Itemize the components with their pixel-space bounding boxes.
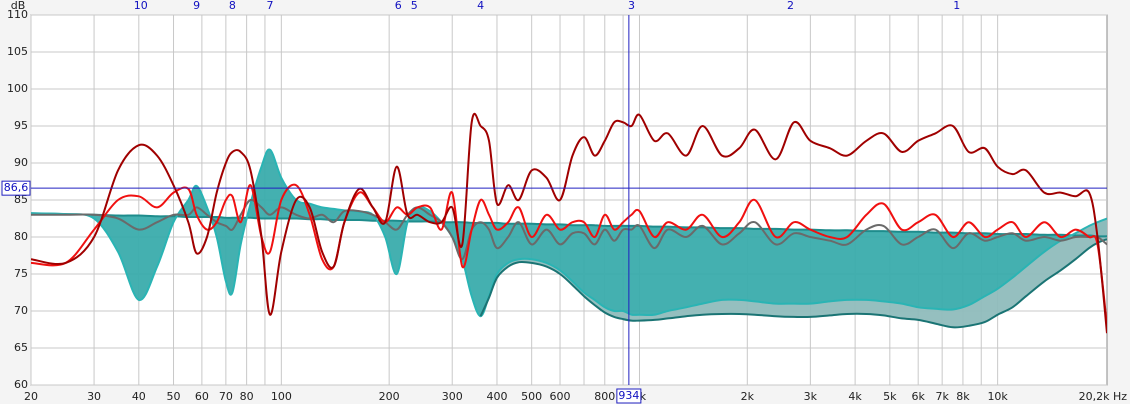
y-tick-label: 100	[7, 82, 28, 95]
series-line	[31, 212, 1107, 238]
y-tick-label: 70	[14, 304, 28, 317]
curves	[31, 112, 1107, 334]
filter-marker: 2	[787, 0, 794, 12]
y-tick-label: 105	[7, 45, 28, 58]
filter-marker: 6	[395, 0, 402, 12]
filter-marker: 1	[953, 0, 960, 12]
series-line	[31, 112, 1107, 334]
x-tick-label: 100	[271, 390, 292, 403]
x-tick-label: 80	[240, 390, 254, 403]
x-tick-label: 40	[132, 390, 146, 403]
filter-marker: 8	[229, 0, 236, 12]
filter-marker: 7	[267, 0, 274, 12]
x-tick-label: 6k	[911, 390, 925, 403]
x-tick-label: 7k	[935, 390, 949, 403]
filter-marker: 10	[134, 0, 148, 12]
x-tick-label: 800	[594, 390, 615, 403]
cursor-x-label: 934	[618, 389, 639, 402]
filter-marker: 9	[193, 0, 200, 12]
y-tick-label: 90	[14, 156, 28, 169]
x-tick-label: 200	[379, 390, 400, 403]
cursor-y-label: 86,6	[4, 181, 29, 194]
x-tick-label: 300	[442, 390, 463, 403]
series-line	[31, 198, 1107, 261]
x-tick-label: 10k	[987, 390, 1008, 403]
x-tick-label: 600	[550, 390, 571, 403]
y-tick-label: 75	[14, 267, 28, 280]
y-tick-label: 95	[14, 119, 28, 132]
series-line	[31, 148, 1107, 318]
area-fill	[480, 218, 1107, 328]
series-line	[31, 183, 1107, 326]
x-tick-label: 30	[87, 390, 101, 403]
x-tick-label: 5k	[883, 390, 897, 403]
filter-marker: 5	[411, 0, 418, 12]
y-tick-label: 85	[14, 193, 28, 206]
y-axis-label: dB	[11, 0, 26, 12]
x-tick-label: 3k	[804, 390, 818, 403]
y-tick-label: 65	[14, 341, 28, 354]
x-tick-label: 60	[195, 390, 209, 403]
x-tick-label: 70	[219, 390, 233, 403]
x-tick-label: 8k	[956, 390, 970, 403]
cursor-x-box	[616, 388, 642, 404]
area-fill	[31, 149, 1107, 317]
filter-marker: 3	[628, 0, 635, 12]
y-tick-label: 60	[14, 378, 28, 391]
x-tick-label: 20,2k Hz	[1079, 390, 1128, 403]
y-tick-label: 110	[7, 8, 28, 21]
filter-marker: 4	[477, 0, 484, 12]
x-tick-label: 400	[486, 390, 507, 403]
x-tick-label: 2k	[741, 390, 755, 403]
y-tick-label: 80	[14, 230, 28, 243]
x-tick-label: 4k	[848, 390, 862, 403]
x-tick-label: 20	[24, 390, 38, 403]
cursor-y-box	[1, 180, 31, 196]
x-tick-label: 50	[167, 390, 181, 403]
series-line	[479, 238, 1107, 329]
x-tick-label: 500	[521, 390, 542, 403]
